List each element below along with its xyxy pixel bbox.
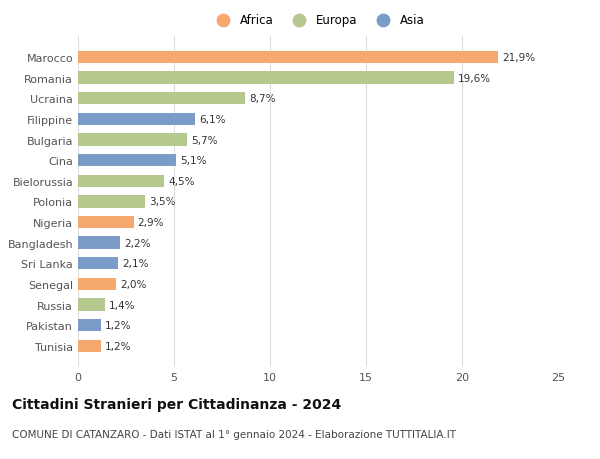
- Text: 21,9%: 21,9%: [502, 53, 535, 63]
- Bar: [78, 155, 176, 167]
- Text: 6,1%: 6,1%: [199, 115, 226, 125]
- Text: 2,2%: 2,2%: [124, 238, 151, 248]
- Text: 8,7%: 8,7%: [249, 94, 275, 104]
- Text: 2,0%: 2,0%: [120, 279, 146, 289]
- Text: 19,6%: 19,6%: [458, 73, 491, 84]
- Text: 5,1%: 5,1%: [180, 156, 206, 166]
- Bar: [78, 299, 105, 311]
- Bar: [78, 113, 195, 126]
- Bar: [78, 237, 120, 249]
- Text: COMUNE DI CATANZARO - Dati ISTAT al 1° gennaio 2024 - Elaborazione TUTTITALIA.IT: COMUNE DI CATANZARO - Dati ISTAT al 1° g…: [12, 429, 456, 439]
- Bar: [78, 216, 134, 229]
- Text: 2,9%: 2,9%: [137, 218, 164, 228]
- Bar: [78, 52, 499, 64]
- Bar: [78, 93, 245, 105]
- Bar: [78, 196, 145, 208]
- Bar: [78, 257, 118, 270]
- Text: 1,2%: 1,2%: [105, 320, 131, 330]
- Bar: [78, 340, 101, 352]
- Text: 1,2%: 1,2%: [105, 341, 131, 351]
- Bar: [78, 278, 116, 291]
- Bar: [78, 134, 187, 146]
- Text: 2,1%: 2,1%: [122, 259, 149, 269]
- Bar: [78, 319, 101, 331]
- Text: 1,4%: 1,4%: [109, 300, 135, 310]
- Text: Cittadini Stranieri per Cittadinanza - 2024: Cittadini Stranieri per Cittadinanza - 2…: [12, 397, 341, 411]
- Text: 5,7%: 5,7%: [191, 135, 218, 145]
- Bar: [78, 175, 164, 188]
- Bar: [78, 73, 454, 84]
- Legend: Africa, Europa, Asia: Africa, Europa, Asia: [206, 10, 430, 32]
- Text: 3,5%: 3,5%: [149, 197, 176, 207]
- Text: 4,5%: 4,5%: [168, 176, 195, 186]
